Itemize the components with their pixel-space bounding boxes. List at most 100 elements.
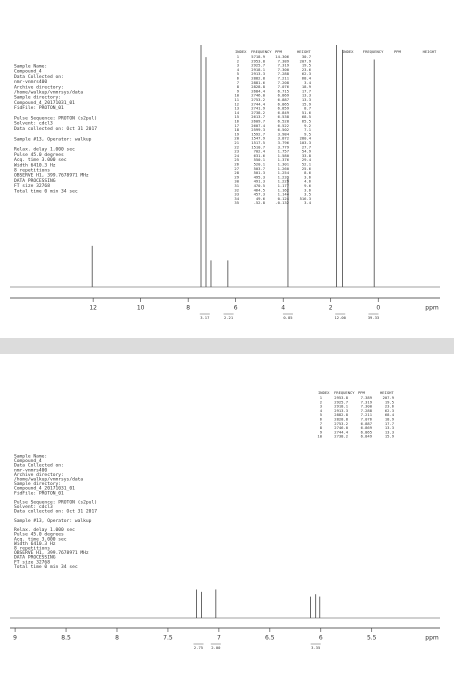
table-cell: 1.177: [278, 183, 289, 188]
table-cell: 3: [237, 63, 239, 68]
parameter-line: 8 repetitions: [14, 168, 50, 174]
table-header: PPM: [394, 49, 402, 54]
table-cell: 9: [237, 88, 240, 93]
integral-label: 2.21: [224, 315, 234, 320]
table-cell: 2953.8: [334, 395, 348, 400]
table-cell: 13.3: [385, 425, 394, 430]
parameter-line: Relax. delay 1.000 sec: [14, 527, 75, 533]
table-cell: 2913.3: [334, 408, 348, 413]
table-cell: 23: [234, 149, 239, 154]
table-cell: 14.306: [275, 54, 289, 59]
table-cell: 6.849: [278, 110, 290, 115]
table-cell: 34: [234, 196, 239, 201]
table-cell: 1.254: [278, 170, 290, 175]
table-cell: 516.3: [300, 196, 311, 201]
table-cell: 2613.7: [251, 114, 265, 119]
table-cell: 3.779: [278, 144, 290, 149]
parameter-line: Data Collected on:: [14, 463, 64, 469]
table-cell: 2741.9: [251, 106, 265, 111]
x-axis-label: ppm: [425, 305, 439, 312]
table-header: INDEX: [342, 49, 354, 54]
table-cell: 54.9: [302, 149, 312, 154]
table-cell: 1.162: [278, 187, 289, 192]
table-cell: 8.6: [304, 170, 312, 175]
table-cell: 35: [234, 200, 239, 205]
parameter-line: Data collected on: Oct 31 2017: [14, 126, 97, 132]
table-header: INDEX: [235, 49, 247, 54]
parameter-line: Sample #13, Operator: walkup: [14, 518, 92, 524]
integral-label: 2.00: [211, 645, 221, 650]
table-cell: 6.887: [361, 421, 372, 426]
table-cell: 23.6: [302, 67, 312, 72]
integral-label: 3.17: [200, 315, 209, 320]
parameter-line: /home/walkup/vnmrsys/data: [14, 90, 83, 96]
table-header: HEIGHT: [423, 49, 437, 54]
table-cell: 33: [234, 192, 239, 197]
table-cell: 5: [237, 71, 239, 76]
table-cell: 19.5: [302, 63, 311, 68]
parameter-line: Sample #13, Operator: walkup: [14, 136, 92, 142]
table-cell: 103.3: [300, 140, 311, 145]
parameter-line: nmr-vnmrs400: [14, 467, 47, 473]
table-cell: 6.865: [361, 429, 372, 434]
table-cell: 501.3: [254, 170, 265, 175]
table-cell: 8: [320, 425, 323, 430]
table-cell: 3: [320, 404, 322, 409]
integral-label: 12.00: [335, 315, 347, 320]
parameter-line: Width 6410.3 Hz: [14, 162, 56, 168]
table-cell: 2753.2: [334, 421, 348, 426]
table-cell: 13.3: [385, 429, 394, 434]
table-cell: 25.6: [302, 166, 312, 171]
table-cell: 1: [237, 54, 240, 59]
table-cell: 7.076: [361, 417, 373, 422]
table-cell: 13: [234, 106, 239, 111]
parameter-line: FidFile: PROTON_01: [14, 105, 64, 111]
table-cell: 631.6: [254, 153, 266, 158]
parameter-line: Pulse 45.0 degrees: [14, 152, 64, 158]
table-cell: 2918.1: [334, 404, 348, 409]
table-header: HEIGHT: [297, 49, 311, 54]
table-cell: 21: [234, 140, 239, 145]
parameter-line: Archive directory:: [14, 84, 64, 90]
table-cell: 495.3: [254, 174, 265, 179]
table-cell: 2913.3: [251, 71, 265, 76]
table-cell: 52.1: [302, 162, 312, 167]
table-header: FREQUENCY: [251, 49, 272, 54]
table-cell: 1.757: [278, 149, 289, 154]
table-cell: 6.528: [278, 119, 290, 124]
table-cell: 6.869: [361, 425, 373, 430]
table-cell: 18.9: [302, 84, 312, 89]
x-tick-label: 8: [186, 305, 190, 312]
table-cell: 7.319: [278, 63, 290, 68]
table-cell: 3.984: [278, 131, 290, 136]
table-cell: 3.872: [278, 136, 289, 141]
table-cell: 9.2: [304, 123, 311, 128]
x-axis-label: ppm: [425, 635, 439, 642]
table-cell: 12: [234, 101, 239, 106]
parameter-line: Width 6410.3 Hz: [14, 541, 56, 547]
parameter-line: DATA PROCESSING: [14, 555, 56, 561]
table-cell: 1592.7: [251, 131, 265, 136]
table-cell: 68.5: [302, 114, 311, 119]
table-cell: 2738.2: [334, 434, 348, 439]
x-tick-label: 7.5: [163, 635, 173, 642]
table-cell: 2746.0: [251, 93, 265, 98]
table-cell: 1: [320, 395, 323, 400]
table-cell: 68.4: [302, 76, 312, 81]
parameter-line: 8 repetitions: [14, 546, 50, 552]
x-tick-label: 12: [89, 305, 97, 312]
table-cell: 9: [320, 429, 323, 434]
table-cell: 1547.9: [251, 136, 265, 141]
table-cell: 520.1: [254, 162, 266, 167]
table-cell: 207.9: [383, 395, 395, 400]
table-cell: 702.4: [254, 149, 266, 154]
table-cell: 3.6: [304, 174, 312, 179]
table-cell: 2738.2: [251, 110, 265, 115]
parameter-line: Sample directory:: [14, 95, 61, 101]
table-cell: 3.5: [304, 192, 311, 197]
table-cell: 7.208: [278, 80, 290, 85]
table-cell: 4.6: [304, 179, 312, 184]
table-header: FREQUENCY: [363, 49, 384, 54]
parameter-line: OBSERVE H1, 399.7678971 MHz: [14, 550, 89, 556]
